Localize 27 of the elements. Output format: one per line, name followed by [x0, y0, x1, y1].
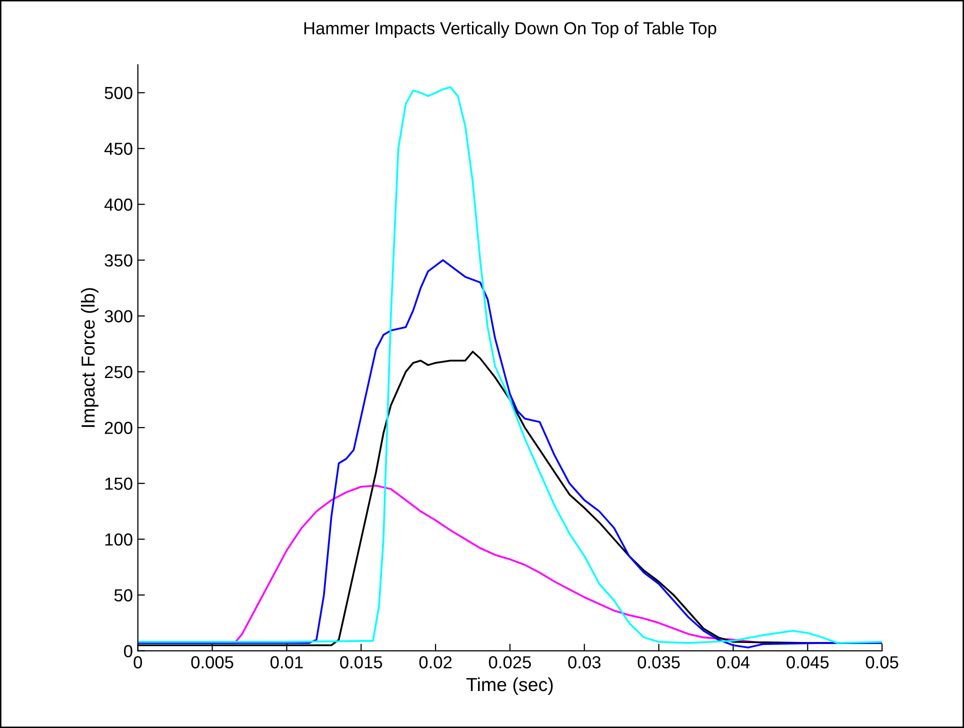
line-series	[138, 86, 882, 644]
y-tick-label: 200	[104, 422, 132, 434]
x-tick-label: 0.05	[866, 656, 898, 668]
y-tick-label: 450	[104, 142, 132, 155]
x-tick-label: 0.04	[717, 656, 750, 668]
y-tick-label: 300	[104, 310, 132, 322]
y-tick-label: 0	[124, 645, 132, 658]
y-tick-label: 150	[105, 478, 132, 490]
y-tick-label: 100	[105, 533, 132, 546]
y-axis-title: Impact Force (lb)	[80, 288, 98, 427]
y-tick-label: 50	[114, 589, 132, 602]
x-tick-label: 0.015	[340, 656, 382, 668]
x-tick-label: 0.03	[568, 656, 601, 668]
y-tick-label: 400	[104, 198, 132, 211]
x-axis-title: Time (sec)	[466, 677, 553, 695]
line-series	[138, 259, 882, 648]
x-tick-label: 0	[134, 656, 142, 668]
x-tick-label: 0.025	[488, 656, 531, 668]
x-tick-label: 0.035	[638, 656, 680, 668]
x-tick-label: 0.005	[191, 656, 234, 668]
x-tick-label: 0.02	[419, 656, 452, 668]
y-tick-label: 250	[104, 366, 132, 378]
chart-title: Hammer Impacts Vertically Down On Top of Table Top	[304, 22, 716, 38]
x-tick-label: 0.045	[786, 656, 829, 668]
y-tick-label: 350	[104, 254, 132, 267]
y-tick-label: 500	[104, 86, 132, 100]
x-tick-label: 0.01	[270, 656, 303, 668]
